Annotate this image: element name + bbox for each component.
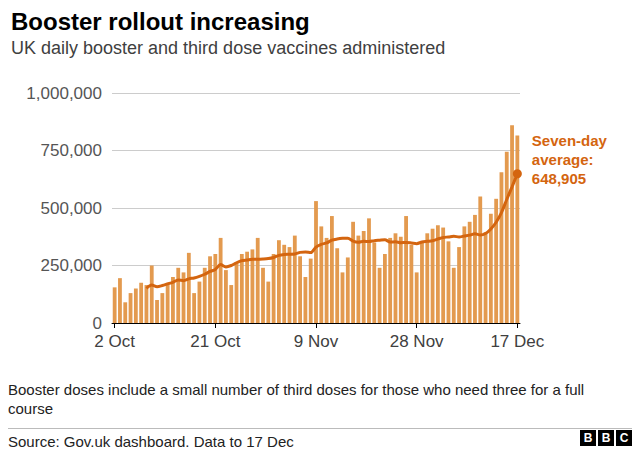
svg-text:0: 0 — [93, 314, 102, 333]
html-text:C: C — [619, 431, 629, 445]
html-text:B: B — [583, 431, 593, 445]
svg-text:648,905: 648,905 — [532, 170, 586, 187]
svg-text:UK daily booster and third dos: UK daily booster and third dose vaccines… — [11, 38, 445, 58]
svg-text:Seven-day: Seven-day — [532, 132, 608, 149]
svg-text:28 Nov: 28 Nov — [390, 332, 444, 351]
html-text:Booster doses include a small: Booster doses include a small number of … — [8, 381, 585, 417]
svg-text:17 Dec: 17 Dec — [490, 332, 544, 351]
svg-text:average:: average: — [532, 151, 594, 168]
svg-text:9 Nov: 9 Nov — [294, 332, 339, 351]
html-text:B: B — [601, 431, 611, 445]
svg-text:750,000: 750,000 — [41, 141, 102, 160]
svg-text:500,000: 500,000 — [41, 199, 102, 218]
svg-text:1,000,000: 1,000,000 — [26, 84, 102, 103]
svg-text:250,000: 250,000 — [41, 256, 102, 275]
svg-text:Booster rollout increasing: Booster rollout increasing — [11, 8, 310, 35]
svg-text:21 Oct: 21 Oct — [190, 332, 240, 351]
svg-text:2 Oct: 2 Oct — [94, 332, 135, 351]
html-text:Source: Gov.uk dashboard. Data: Source: Gov.uk dashboard. Data to 17 Dec — [8, 433, 294, 450]
